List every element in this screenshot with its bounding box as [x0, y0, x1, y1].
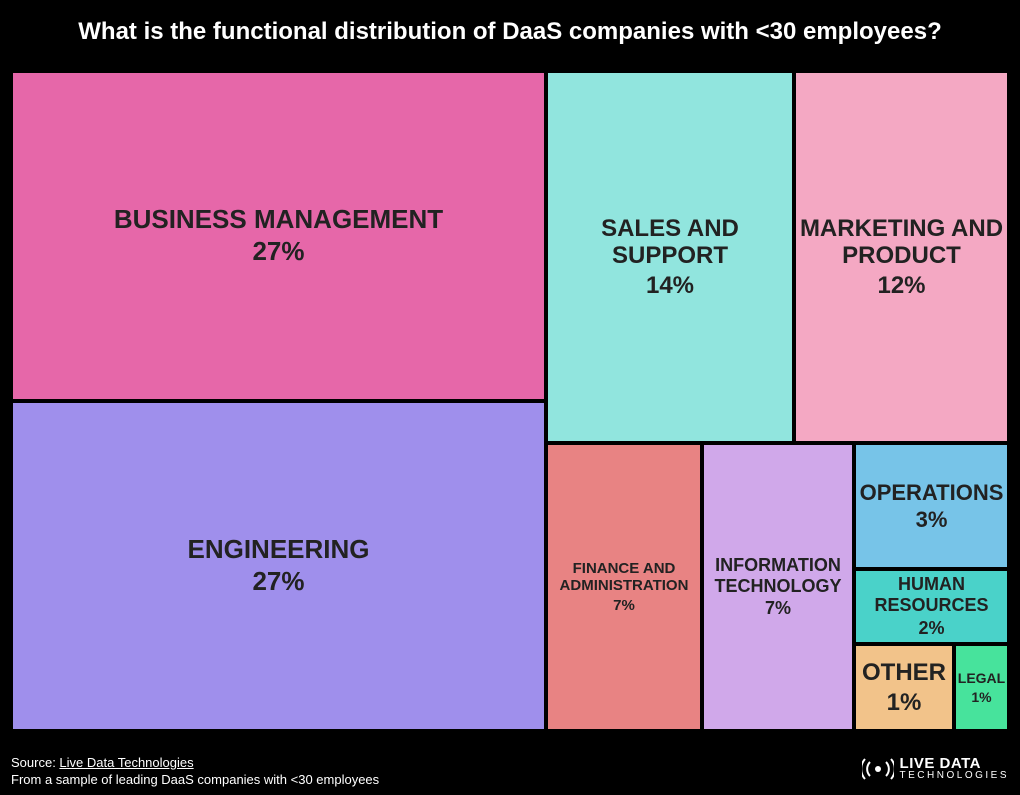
cell-percent: 3%: [916, 507, 948, 532]
brand-logo: LIVE DATA TECHNOLOGIES: [862, 755, 1009, 783]
broadcast-icon: [862, 755, 894, 783]
treemap-cell-info_tech: INFORMATION TECHNOLOGY7%: [702, 443, 854, 731]
treemap-cell-finance_admin: FINANCE AND ADMINISTRATION 7%: [546, 443, 702, 731]
treemap-cell-human_resources: HUMAN RESOURCES 2%: [854, 569, 1009, 644]
cell-label: SALES AND SUPPORT: [548, 215, 792, 270]
treemap-cell-other: OTHER1%: [854, 644, 954, 731]
cell-label: OPERATIONS: [860, 480, 1004, 505]
chart-title: What is the functional distribution of D…: [0, 0, 1020, 62]
cell-percent: 7%: [765, 598, 791, 619]
treemap-cell-marketing_product: MARKETING AND PRODUCT12%: [794, 71, 1009, 443]
cell-label: INFORMATION TECHNOLOGY: [704, 555, 852, 596]
cell-percent: 1%: [971, 689, 991, 705]
logo-line1: LIVE DATA: [900, 757, 1009, 771]
treemap-cell-sales_support: SALES AND SUPPORT14%: [546, 71, 794, 443]
cell-label: LEGAL: [958, 670, 1005, 686]
treemap-cell-business_management: BUSINESS MANAGEMENT27%: [11, 71, 546, 401]
footer-subtitle: From a sample of leading DaaS companies …: [11, 772, 1009, 789]
cell-label: FINANCE AND ADMINISTRATION: [548, 560, 700, 595]
cell-percent: 7%: [613, 597, 635, 614]
cell-label: OTHER: [862, 659, 946, 687]
cell-percent: 1%: [887, 689, 922, 717]
source-link[interactable]: Live Data Technologies: [59, 755, 193, 770]
cell-label: HUMAN RESOURCES: [856, 574, 1007, 615]
cell-label: MARKETING AND PRODUCT: [796, 215, 1007, 270]
cell-percent: 14%: [646, 272, 694, 300]
logo-line2: TECHNOLOGIES: [900, 771, 1009, 781]
treemap-cell-legal: LEGAL 1%: [954, 644, 1009, 731]
cell-percent: 27%: [252, 567, 304, 597]
treemap-cell-operations: OPERATIONS3%: [854, 443, 1009, 569]
footer: Source: Live Data Technologies From a sa…: [11, 755, 1009, 789]
cell-percent: 12%: [877, 272, 925, 300]
cell-label: BUSINESS MANAGEMENT: [114, 205, 443, 235]
source-prefix: Source:: [11, 755, 59, 770]
cell-percent: 27%: [252, 237, 304, 267]
cell-label: ENGINEERING: [187, 535, 369, 565]
treemap-cell-engineering: ENGINEERING27%: [11, 401, 546, 731]
treemap-chart: BUSINESS MANAGEMENT27%ENGINEERING27%SALE…: [11, 71, 1009, 731]
cell-percent: 2%: [918, 618, 944, 639]
